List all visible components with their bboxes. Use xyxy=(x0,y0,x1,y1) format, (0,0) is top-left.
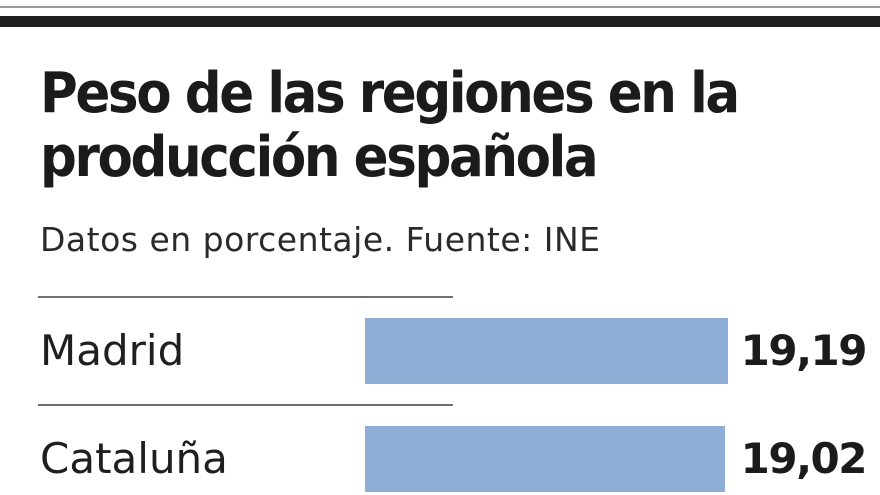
chart-subtitle: Datos en porcentaje. Fuente: INE xyxy=(40,220,601,259)
chart-title: Peso de las regiones en la producción es… xyxy=(40,61,740,190)
row-separator xyxy=(38,296,453,298)
top-thick-rule xyxy=(0,16,880,27)
bar xyxy=(365,426,725,492)
category-label: Cataluña xyxy=(40,434,228,483)
category-label: Madrid xyxy=(40,326,185,375)
top-thin-rule xyxy=(0,6,880,8)
data-label: 19,02 xyxy=(740,434,868,483)
bar xyxy=(365,318,728,384)
data-label: 19,19 xyxy=(740,326,868,375)
row-separator xyxy=(38,404,453,406)
